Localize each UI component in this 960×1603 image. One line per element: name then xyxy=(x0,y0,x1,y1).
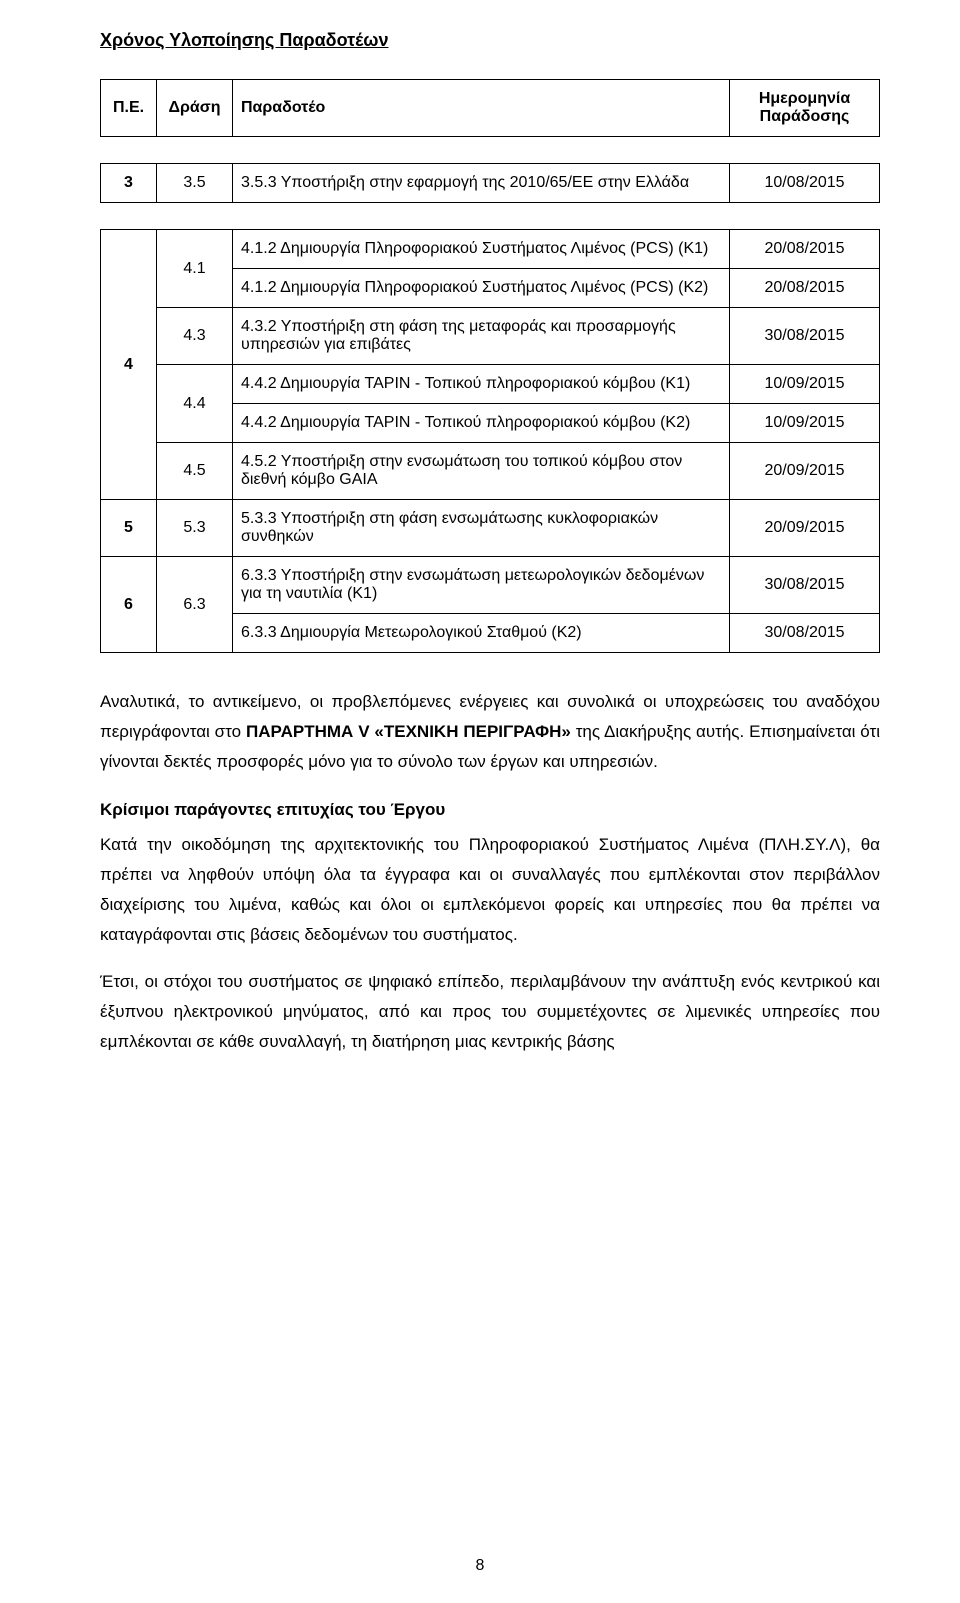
cell-pe: 4 xyxy=(101,230,157,500)
cell-desc: 3.5.3 Υποστήριξη στην εφαρμογή της 2010/… xyxy=(233,164,730,203)
col-header-action: Δράση xyxy=(157,80,233,137)
table-row: 4.4 4.4.2 Δημιουργία TAPIN - Τοπικού πλη… xyxy=(101,365,880,404)
col-header-pe: Π.Ε. xyxy=(101,80,157,137)
table-row: 3 3.5 3.5.3 Υποστήριξη στην εφαρμογή της… xyxy=(101,164,880,203)
cell-desc: 4.4.2 Δημιουργία TAPIN - Τοπικού πληροφο… xyxy=(233,404,730,443)
cell-action: 4.3 xyxy=(157,308,233,365)
page-number: 8 xyxy=(0,1557,960,1575)
cell-action: 4.1 xyxy=(157,230,233,308)
cell-date: 30/08/2015 xyxy=(730,614,880,653)
cell-pe: 3 xyxy=(101,164,157,203)
cell-date: 10/09/2015 xyxy=(730,365,880,404)
para1-bold: ΠΑΡΑΡΤΗΜΑ V «ΤΕΧΝΙΚΗ ΠΕΡΙΓΡΑΦΗ» xyxy=(246,722,571,741)
table-row: 4.5 4.5.2 Υποστήριξη στην ενσωμάτωση του… xyxy=(101,443,880,500)
paragraph-architecture: Κατά την οικοδόμηση της αρχιτεκτονικής τ… xyxy=(100,830,880,949)
deliverables-row3-table: 3 3.5 3.5.3 Υποστήριξη στην εφαρμογή της… xyxy=(100,163,880,203)
cell-action: 4.4 xyxy=(157,365,233,443)
cell-desc: 5.3.3 Υποστήριξη στη φάση ενσωμάτωσης κυ… xyxy=(233,500,730,557)
document-page: Χρόνος Υλοποίησης Παραδοτέων Π.Ε. Δράση … xyxy=(0,0,960,1603)
paragraph-goals: Έτσι, οι στόχοι του συστήματος σε ψηφιακ… xyxy=(100,967,880,1056)
cell-date: 10/08/2015 xyxy=(730,164,880,203)
table-row: 4.3 4.3.2 Υποστήριξη στη φάση της μεταφο… xyxy=(101,308,880,365)
cell-desc: 6.3.3 Δημιουργία Μετεωρολογικού Σταθμού … xyxy=(233,614,730,653)
cell-action: 5.3 xyxy=(157,500,233,557)
cell-desc: 4.3.2 Υποστήριξη στη φάση της μεταφοράς … xyxy=(233,308,730,365)
cell-pe: 5 xyxy=(101,500,157,557)
col-header-deliverable: Παραδοτέο xyxy=(233,80,730,137)
table-row: 6 6.3 6.3.3 Υποστήριξη στην ενσωμάτωση μ… xyxy=(101,557,880,614)
cell-date: 30/08/2015 xyxy=(730,308,880,365)
paragraph-analytics: Αναλυτικά, το αντικείμενο, οι προβλεπόμε… xyxy=(100,687,880,776)
cell-action: 6.3 xyxy=(157,557,233,653)
cell-action: 4.5 xyxy=(157,443,233,500)
cell-date: 20/08/2015 xyxy=(730,230,880,269)
cell-desc: 4.5.2 Υποστήριξη στην ενσωμάτωση του τοπ… xyxy=(233,443,730,500)
cell-date: 20/09/2015 xyxy=(730,500,880,557)
cell-date: 30/08/2015 xyxy=(730,557,880,614)
cell-pe: 6 xyxy=(101,557,157,653)
cell-desc: 6.3.3 Υποστήριξη στην ενσωμάτωση μετεωρο… xyxy=(233,557,730,614)
cell-desc: 4.1.2 Δημιουργία Πληροφοριακού Συστήματο… xyxy=(233,269,730,308)
cell-date: 10/09/2015 xyxy=(730,404,880,443)
table-row: 4 4.1 4.1.2 Δημιουργία Πληροφοριακού Συσ… xyxy=(101,230,880,269)
paragraph-subhead: Κρίσιμοι παράγοντες επιτυχίας του Έργου xyxy=(100,800,880,820)
section-title: Χρόνος Υλοποίησης Παραδοτέων xyxy=(100,30,880,51)
deliverables-header-table: Π.Ε. Δράση Παραδοτέο Ημερομηνία Παράδοση… xyxy=(100,79,880,137)
deliverables-main-table: 4 4.1 4.1.2 Δημιουργία Πληροφοριακού Συσ… xyxy=(100,229,880,653)
cell-desc: 4.1.2 Δημιουργία Πληροφοριακού Συστήματο… xyxy=(233,230,730,269)
cell-date: 20/08/2015 xyxy=(730,269,880,308)
cell-action: 3.5 xyxy=(157,164,233,203)
table-row: 5 5.3 5.3.3 Υποστήριξη στη φάση ενσωμάτω… xyxy=(101,500,880,557)
cell-date: 20/09/2015 xyxy=(730,443,880,500)
col-header-date: Ημερομηνία Παράδοσης xyxy=(730,80,880,137)
cell-desc: 4.4.2 Δημιουργία TAPIN - Τοπικού πληροφο… xyxy=(233,365,730,404)
table-header-row: Π.Ε. Δράση Παραδοτέο Ημερομηνία Παράδοση… xyxy=(101,80,880,137)
